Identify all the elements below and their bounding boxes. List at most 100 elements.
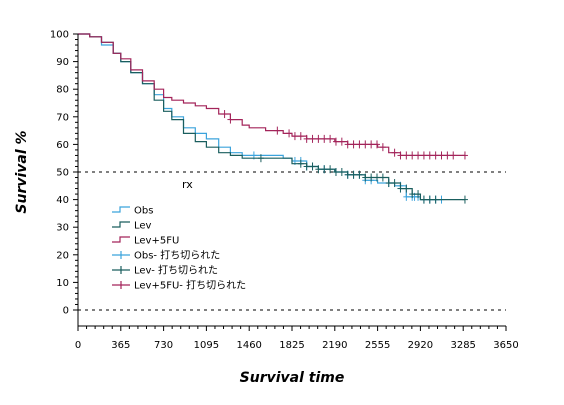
censor-mark <box>385 179 392 188</box>
censor-mark <box>344 170 351 179</box>
censor-mark <box>374 173 381 182</box>
legend: rx Obs Lev Lev+5FU Obs- 打ち切られた Lev- 打ち切られた Lev… <box>112 178 246 292</box>
censor-mark <box>420 195 427 204</box>
series-line-2 <box>78 33 465 156</box>
legend-title: rx <box>182 178 193 191</box>
censor-mark <box>368 173 375 182</box>
censor-mark <box>403 192 410 201</box>
y-tick-label: 20 <box>56 250 69 261</box>
x-tick-label: 365 <box>111 340 130 351</box>
x-tick-label: 1095 <box>194 340 219 351</box>
legend-label: Lev- 打ち切られた <box>134 264 218 277</box>
legend-item: Lev+5FU <box>112 236 179 247</box>
censor-mark <box>403 151 410 160</box>
legend-step-swatch <box>112 206 130 213</box>
y-tick-label: 80 <box>56 85 69 96</box>
y-tick-label: 40 <box>56 195 69 206</box>
y-tick-label: 70 <box>56 112 69 123</box>
x-tick-label: 730 <box>154 340 173 351</box>
censor-mark <box>309 162 316 171</box>
censor-mark <box>426 195 433 204</box>
censor-mark <box>362 140 369 149</box>
censor-mark <box>415 151 422 160</box>
plot-lines <box>78 171 506 311</box>
series-line-0 <box>78 33 442 201</box>
x-axis-title: Survival time <box>240 370 345 386</box>
x-tick-label: 2190 <box>322 340 347 351</box>
y-tick-label: 90 <box>56 57 69 68</box>
legend-label: Lev+5FU <box>134 236 179 247</box>
y-tick-label: 10 <box>56 278 69 289</box>
censor-mark <box>391 148 398 157</box>
censor-mark <box>432 151 439 160</box>
censor-mark <box>432 195 439 204</box>
censor-mark <box>309 134 316 143</box>
x-tick-label: 1825 <box>279 340 304 351</box>
censor-mark <box>362 173 369 182</box>
legend-item: Obs <box>112 206 153 217</box>
legend-item: Lev- 打ち切られた <box>112 264 218 277</box>
censor-mark <box>379 173 386 182</box>
censor-mark <box>321 165 328 174</box>
censor-mark <box>332 168 339 176</box>
y-tick-label: 100 <box>50 30 69 41</box>
censor-mark <box>350 170 357 179</box>
y-tick-label: 60 <box>56 140 69 151</box>
x-tick-label: 3285 <box>450 340 475 351</box>
censor-mark <box>315 165 322 174</box>
censor-mark <box>409 190 416 199</box>
censor-mark <box>303 134 310 143</box>
legend-item: Lev <box>112 221 152 232</box>
censor-mark <box>374 140 381 149</box>
censor-mark <box>409 151 416 160</box>
x-tick-label: 2920 <box>408 340 433 351</box>
y-axis-title: Survival % <box>14 130 30 213</box>
censor-mark <box>379 143 386 152</box>
censor-mark <box>286 129 293 138</box>
censor-mark <box>438 151 445 160</box>
y-tick-label: 0 <box>63 306 69 317</box>
censor-mark <box>303 162 310 171</box>
legend-item: Lev+5FU- 打ち切られた <box>112 279 246 292</box>
x-tick-label: 0 <box>75 340 81 351</box>
censor-mark <box>450 151 457 160</box>
censor-mark <box>403 184 410 193</box>
censor-mark <box>338 168 345 176</box>
censor-mark <box>321 134 328 143</box>
censor-mark <box>461 151 468 160</box>
censor-mark <box>415 190 422 199</box>
censor-mark <box>297 132 304 141</box>
series-line-1 <box>78 33 465 201</box>
censor-mark <box>444 151 451 160</box>
y-tick-label: 50 <box>56 168 69 179</box>
censor-mark <box>291 132 298 141</box>
x-tick-label: 1460 <box>236 340 261 351</box>
censor-mark <box>274 126 281 135</box>
y-tick-label: 30 <box>56 223 69 234</box>
censor-mark <box>327 165 334 174</box>
censor-mark <box>221 110 228 119</box>
censor-mark <box>332 137 339 146</box>
censor-mark <box>461 195 468 204</box>
censor-mark <box>338 137 345 146</box>
axes: 0 10 20 30 40 50 60 70 80 90 100 0 365 730 1095 1460 182… <box>50 30 519 352</box>
censor-mark <box>420 151 427 160</box>
censor-mark <box>368 140 375 149</box>
censor-mark <box>426 151 433 160</box>
censor-mark <box>397 184 404 193</box>
plot-series <box>78 33 468 204</box>
censor-mark <box>356 140 363 149</box>
x-tick-label: 3650 <box>493 340 518 351</box>
legend-item: Obs- 打ち切られた <box>112 249 220 262</box>
censor-mark <box>356 170 363 179</box>
censor-mark <box>297 159 304 168</box>
legend-label: Obs- 打ち切られた <box>134 249 220 262</box>
censor-mark <box>350 140 357 149</box>
censor-mark <box>344 140 351 149</box>
legend-step-swatch <box>112 221 130 228</box>
legend-label: Lev+5FU- 打ち切られた <box>134 279 246 292</box>
censor-mark <box>227 115 234 124</box>
censor-mark <box>327 134 334 143</box>
